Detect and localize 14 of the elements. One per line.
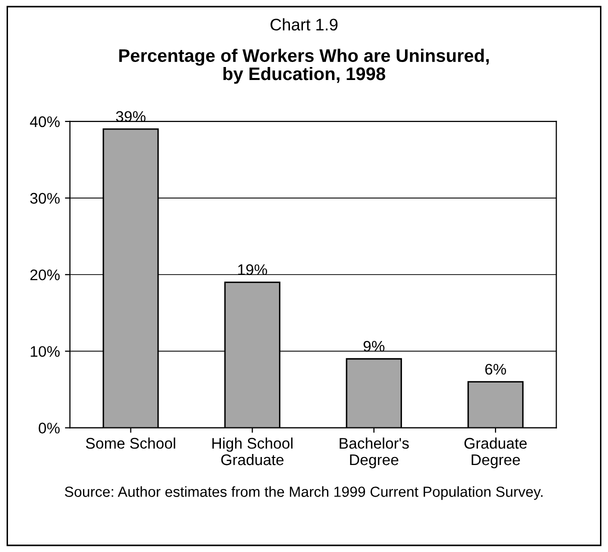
- y-tick-label: 30%: [30, 192, 60, 204]
- source-note: Source: Author estimates from the March 1999 Current Population Survey.: [64, 486, 542, 500]
- data-label: 6%: [485, 364, 506, 375]
- x-tick-label: Graduate Degree: [464, 438, 527, 468]
- y-tick-label: 40%: [30, 116, 60, 128]
- chart-title: Percentage of Workers Who are Uninsured, by Education, 1998: [119, 48, 489, 84]
- x-tick-label: Bachelor's Degree: [340, 438, 409, 468]
- y-tick-label: 20%: [30, 269, 60, 280]
- y-tick-label: 10%: [30, 346, 60, 357]
- x-tick-label: Some School: [86, 438, 176, 449]
- y-tick-label: 0%: [38, 422, 60, 434]
- chart-subtitle: Chart 1.9: [270, 18, 338, 31]
- x-tick-label: High School Graduate: [212, 438, 292, 466]
- data-label: 9%: [364, 340, 384, 352]
